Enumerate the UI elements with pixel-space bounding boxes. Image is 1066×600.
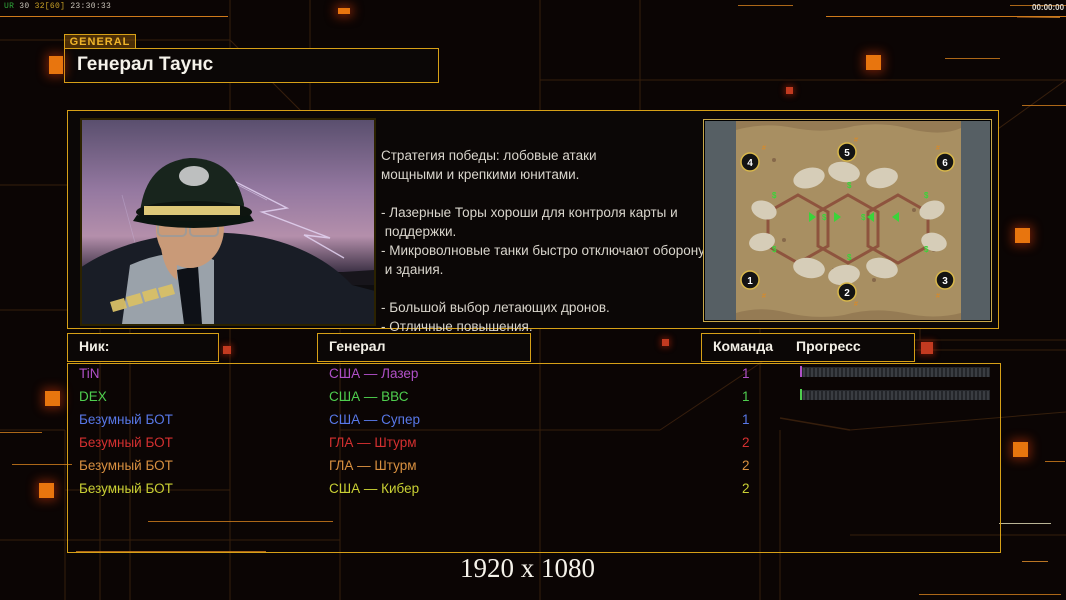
svg-text:$: $ (861, 213, 866, 222)
svg-text:$: $ (847, 181, 852, 190)
svg-text:3: 3 (942, 276, 948, 287)
svg-text:#: # (854, 137, 858, 144)
svg-text:5: 5 (844, 148, 850, 159)
svg-text:6: 6 (942, 158, 948, 169)
svg-text:1: 1 (747, 276, 753, 287)
svg-text:$: $ (924, 245, 929, 254)
svg-text:#: # (936, 145, 940, 152)
svg-text:$: $ (772, 191, 777, 200)
svg-text:#: # (762, 145, 766, 152)
svg-text:$: $ (772, 245, 777, 254)
svg-text:#: # (936, 293, 940, 300)
svg-text:2: 2 (844, 288, 850, 299)
svg-text:4: 4 (747, 158, 753, 169)
svg-text:$: $ (847, 253, 852, 262)
svg-text:#: # (854, 301, 858, 308)
svg-text:#: # (762, 293, 766, 300)
svg-text:$: $ (822, 213, 827, 222)
svg-text:$: $ (924, 191, 929, 200)
